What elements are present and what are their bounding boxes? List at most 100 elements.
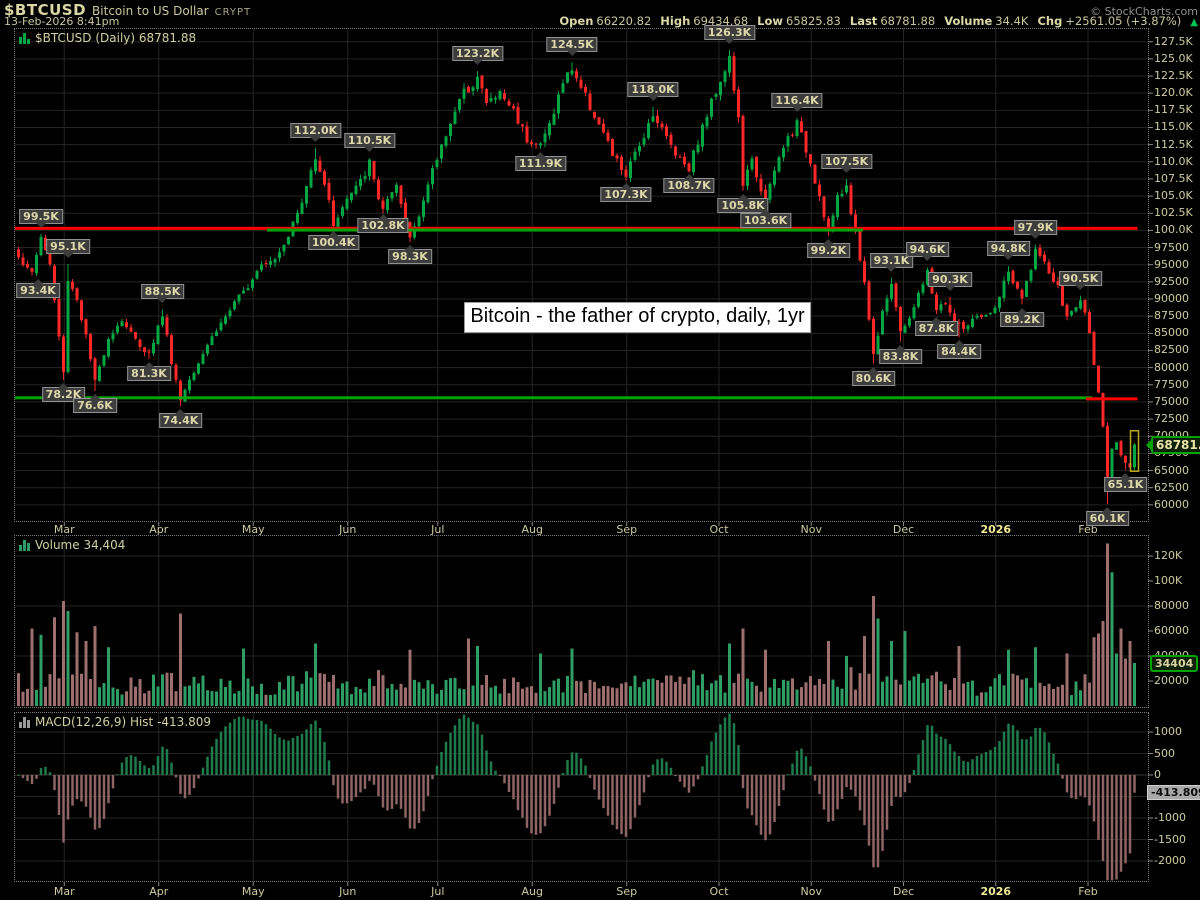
volume-bars-icon	[19, 539, 30, 551]
swing-callout-126.3K: 126.3K	[703, 24, 756, 44]
macd-tick--1000: -1000	[1154, 811, 1186, 824]
chart-note[interactable]: Bitcoin - the father of crypto, daily, 1…	[464, 302, 811, 333]
quote-chg: Chg +2561.05 (+3.87%)	[1037, 14, 1182, 28]
quote-low: Low 65825.83	[757, 14, 841, 28]
swing-callout-81.3K: 81.3K	[127, 361, 171, 381]
swing-callout-90.3K: 90.3K	[928, 271, 972, 291]
price-tick-127.5K: 127.5K	[1154, 34, 1193, 48]
swing-callout-107.5K: 107.5K	[820, 153, 873, 173]
month-label-Jul: Jul	[431, 523, 445, 536]
price-panel	[14, 28, 1149, 522]
swing-callout-78.2K: 78.2K	[41, 382, 86, 402]
month-label-Oct: Oct	[709, 885, 729, 898]
month-label-Nov: Nov	[800, 885, 822, 898]
swing-callout-93.1K: 93.1K	[869, 252, 914, 272]
price-tick-105.0K: 105.0K	[1154, 189, 1193, 203]
price-tick-75000: 75000	[1154, 394, 1189, 408]
swing-callout-124.5K: 124.5K	[546, 37, 598, 57]
month-label-Sep: Sep	[616, 885, 638, 898]
date-axis-bottom: Mar Apr May Jun Jul Aug Sep Oct Nov Dec 2026 Feb	[0, 885, 1200, 898]
swing-callout-74.4K: 74.4K	[158, 409, 203, 429]
price-tick-107.5K: 107.5K	[1154, 171, 1193, 185]
price-tick-92500: 92500	[1154, 274, 1189, 288]
price-tick-65000: 65000	[1154, 463, 1189, 477]
swing-callout-123.2K: 123.2K	[451, 46, 504, 66]
swing-callout-112.0K: 112.0K	[289, 123, 342, 143]
price-tick-60000: 60000	[1154, 497, 1189, 511]
macd-tick-500: 500	[1154, 746, 1175, 760]
month-label-Mar: Mar	[53, 885, 75, 898]
price-tick-90000: 90000	[1154, 292, 1189, 305]
swing-callout-103.6K: 103.6K	[739, 208, 792, 228]
month-label-Aug: Aug	[521, 523, 543, 536]
swing-callout-98.3K: 98.3K	[388, 245, 432, 265]
month-label-Dec: Dec	[892, 885, 915, 898]
quote-last: Last 68781.88	[849, 14, 936, 28]
price-tick-62500: 62500	[1154, 480, 1189, 494]
swing-callout-118.0K: 118.0K	[627, 81, 679, 101]
month-label-Nov: Nov	[800, 523, 822, 536]
swing-callout-94.8K: 94.8K	[986, 241, 1031, 261]
price-tick-100.0K: 100.0K	[1154, 223, 1193, 237]
swing-callout-110.5K: 110.5K	[343, 133, 396, 153]
quote-volume: Volume 34.4K	[944, 14, 1029, 28]
volume-legend: Volume 34,404	[19, 538, 125, 552]
exchange-label: CRYPT	[214, 7, 252, 18]
volume-tick-120K: 120K	[1154, 549, 1183, 562]
month-label-2026: 2026	[980, 523, 1012, 536]
macd-value-badge: -413.809	[1147, 784, 1200, 800]
date-axis-main: Mar Apr May Jun Jul Aug Sep Oct Nov Dec 2026 Feb	[0, 523, 1200, 536]
quote-strip: Open 66220.82 High 69434.68 Low 65825.83 Last 6…	[559, 14, 1198, 28]
macd-tick--1500: -1500	[1154, 832, 1186, 846]
month-label-Oct: Oct	[709, 523, 729, 536]
change-up-arrow-icon: ▲	[1190, 17, 1198, 28]
swing-callout-99.2K: 99.2K	[806, 238, 851, 258]
chart-datetime: 13-Feb-2026 8:41pm	[4, 15, 120, 28]
month-label-Feb: Feb	[1078, 885, 1098, 898]
quote-high: High 69434.68	[660, 14, 749, 28]
volume-legend-label: Volume 34,404	[35, 538, 126, 552]
month-label-Dec: Dec	[892, 523, 915, 536]
price-tick-82500: 82500	[1154, 343, 1189, 357]
swing-callout-60.1K: 60.1K	[1085, 507, 1130, 527]
month-label-May: May	[241, 523, 265, 536]
month-label-Jul: Jul	[431, 885, 445, 898]
price-tick-115.0K: 115.0K	[1154, 120, 1193, 134]
volume-tick-80000: 80000	[1154, 599, 1189, 612]
macd-tick-1000: 1000	[1154, 725, 1182, 738]
swing-callout-111.9K: 111.9K	[514, 151, 567, 171]
month-label-Jun: Jun	[339, 885, 357, 898]
quote-open: Open 66220.82	[559, 14, 652, 28]
swing-callout-105.8K: 105.8K	[717, 193, 769, 213]
chart-header: $BTCUSD Bitcoin to US Dollar CRYPT © Sto…	[4, 0, 1198, 28]
price-tick-120.0K: 120.0K	[1154, 86, 1193, 100]
price-legend-label: $BTCUSD (Daily) 68781.88	[35, 31, 197, 45]
swing-callout-80.6K: 80.6K	[851, 366, 896, 386]
swing-callout-84.4K: 84.4K	[937, 340, 981, 360]
price-tick-125.0K: 125.0K	[1154, 51, 1193, 65]
price-tick-77500: 77500	[1154, 377, 1189, 391]
macd-tick--2000: -2000	[1154, 854, 1186, 867]
swing-callout-83.8K: 83.8K	[878, 344, 923, 364]
swing-callout-99.5K: 99.5K	[19, 208, 63, 228]
macd-tick-0: 0	[1154, 768, 1161, 781]
price-tick-80000: 80000	[1154, 360, 1189, 374]
swing-callout-87.8K: 87.8K	[914, 317, 959, 337]
macd-bars-icon	[19, 716, 30, 728]
price-tick-122.5K: 122.5K	[1154, 69, 1193, 83]
swing-callout-65.1K: 65.1K	[1103, 472, 1148, 492]
price-legend: $BTCUSD (Daily) 68781.88	[19, 31, 196, 45]
month-label-Feb: Feb	[1078, 523, 1098, 536]
month-label-Apr: Apr	[149, 523, 169, 536]
month-label-Mar: Mar	[53, 523, 75, 536]
swing-callout-94.6K: 94.6K	[905, 242, 950, 262]
swing-callout-89.2K: 89.2K	[1000, 307, 1044, 327]
swing-callout-108.7K: 108.7K	[663, 173, 715, 193]
price-tick-87500: 87500	[1154, 309, 1189, 323]
copyright: © StockCharts.com	[1090, 5, 1198, 18]
price-tick-97500: 97500	[1154, 240, 1189, 254]
swing-callout-116.4K: 116.4K	[771, 92, 823, 112]
volume-tick-100K: 100K	[1154, 574, 1183, 587]
